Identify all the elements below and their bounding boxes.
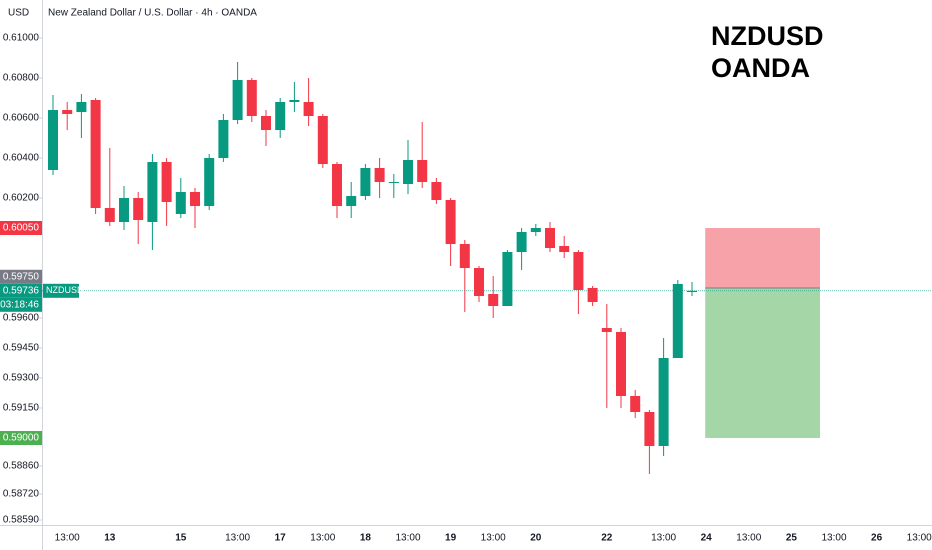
candle-body	[119, 198, 129, 222]
y-tick-label: 0.60200	[3, 193, 40, 204]
last-price-badge	[0, 283, 42, 298]
x-tick-label: 13:00	[821, 533, 846, 544]
watermark-symbol: NZDUSD	[711, 21, 824, 51]
x-tick-label: 13:00	[907, 533, 932, 544]
x-tick-label: 20	[530, 533, 542, 544]
candle-body	[346, 196, 357, 206]
x-tick-label: 13:00	[481, 533, 506, 544]
candle-body	[246, 80, 257, 116]
entry-badge	[0, 269, 42, 284]
x-tick-label: 13:00	[651, 533, 676, 544]
candle-body	[133, 198, 144, 220]
candle-body	[232, 80, 243, 120]
candle-body	[161, 162, 172, 202]
candle-body	[530, 228, 541, 232]
target-badge	[0, 431, 42, 445]
x-tick-label: 22	[601, 533, 613, 544]
candle-body	[687, 290, 697, 292]
y-tick-label: 0.61000	[3, 33, 40, 44]
candle-body	[488, 294, 499, 306]
candle-body	[672, 284, 683, 358]
candle-body	[417, 160, 428, 182]
candle-body	[76, 102, 87, 112]
candle-body	[147, 162, 158, 222]
x-tick-label: 25	[786, 533, 798, 544]
stop-label: 0.60050	[3, 223, 40, 234]
candle-body	[502, 252, 513, 306]
y-tick-label: 0.60400	[3, 153, 40, 164]
symbol-tag	[43, 283, 79, 298]
candle-body	[559, 246, 570, 252]
symbol-tag-label: NZDUSD	[46, 285, 84, 295]
candle-body	[459, 244, 470, 268]
x-tick-label: 13:00	[225, 533, 250, 544]
candle-body	[261, 116, 271, 130]
y-tick-label: 0.58720	[3, 489, 40, 500]
candle-body	[431, 182, 442, 200]
x-tick-label: 18	[360, 533, 372, 544]
candle-body	[48, 110, 58, 170]
countdown-label: 03:18:46	[0, 299, 39, 310]
risk-zone	[705, 228, 820, 288]
candle-body	[644, 412, 655, 446]
x-tick-label: 19	[445, 533, 457, 544]
y-tick-label: 0.60800	[3, 73, 40, 84]
last-price-label: 0.59736	[3, 285, 40, 296]
y-tick-label: 0.59300	[3, 373, 40, 384]
candle-body	[616, 332, 626, 396]
candle-body	[474, 268, 484, 296]
candle-body	[630, 396, 641, 412]
x-tick-label: 13	[104, 533, 116, 544]
candle-body	[374, 168, 385, 182]
candle-body	[587, 288, 598, 302]
watermark-broker: OANDA	[711, 53, 810, 83]
candle-body	[289, 100, 300, 102]
candle-body	[275, 102, 286, 130]
candle-body	[601, 328, 612, 332]
reward-zone	[705, 288, 820, 438]
y-tick-label: 0.59450	[3, 343, 40, 354]
y-tick-label: 0.59600	[3, 313, 40, 324]
candle-body	[403, 160, 413, 184]
candle-body	[360, 168, 371, 196]
x-tick-label: 17	[275, 533, 287, 544]
candle-body	[90, 100, 101, 208]
countdown-badge	[0, 297, 42, 312]
y-tick-label: 0.59150	[3, 403, 40, 414]
x-tick-label: 15	[175, 533, 187, 544]
candle-body	[190, 192, 200, 206]
candle-body	[516, 232, 527, 252]
candle-body	[317, 116, 328, 164]
chart-title: New Zealand Dollar / U.S. Dollar · 4h · …	[48, 8, 257, 19]
x-tick-label: 13:00	[310, 533, 335, 544]
candle-body	[204, 158, 215, 206]
x-tick-label: 13:00	[736, 533, 761, 544]
stop-badge	[0, 221, 42, 235]
x-tick-label: 24	[701, 533, 713, 544]
candle-body	[573, 252, 584, 290]
y-tick-label: 0.58860	[3, 461, 40, 472]
y-tick-label: 0.58590	[3, 515, 40, 526]
candle-body	[332, 164, 342, 206]
candle-body	[104, 208, 115, 222]
candle-body	[445, 200, 456, 244]
candle-body	[175, 192, 186, 214]
y-tick-label: 0.60600	[3, 113, 40, 124]
candle-body	[303, 102, 314, 116]
x-tick-label: 26	[871, 533, 883, 544]
candle-body	[388, 182, 399, 183]
candle-body	[545, 228, 555, 248]
entry-label: 0.59750	[3, 271, 40, 282]
x-tick-label: 13:00	[55, 533, 80, 544]
candle-body	[218, 120, 229, 158]
candle-body	[62, 110, 73, 114]
x-tick-label: 13:00	[395, 533, 420, 544]
target-label: 0.59000	[3, 433, 40, 444]
candle-body	[658, 358, 669, 446]
currency-label: USD	[8, 8, 29, 19]
